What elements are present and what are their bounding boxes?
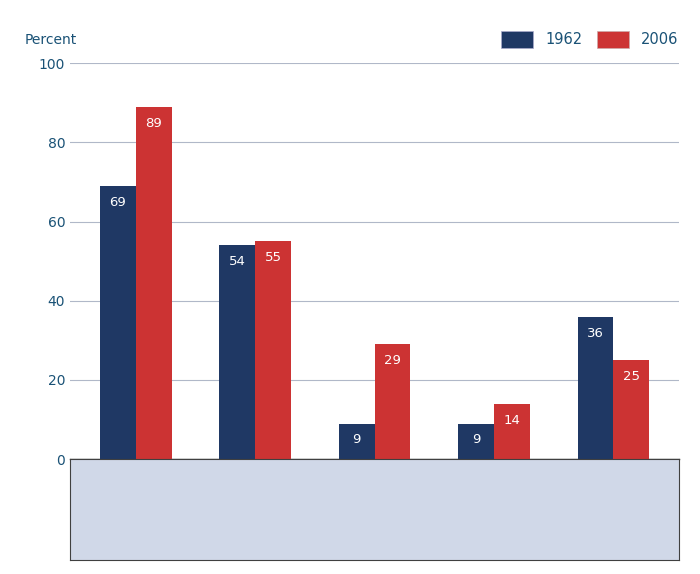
Text: 14: 14 [503, 414, 520, 426]
Legend: 1962, 2006: 1962, 2006 [501, 31, 678, 48]
Bar [374, 344, 410, 459]
Text: 69: 69 [109, 196, 126, 209]
Bar [578, 317, 613, 459]
Text: 9: 9 [352, 433, 361, 447]
Bar [100, 186, 136, 459]
Bar [458, 424, 494, 459]
Bar [136, 107, 172, 459]
Text: 89: 89 [145, 117, 162, 130]
Bar [494, 404, 530, 459]
Bar [255, 241, 291, 459]
Text: Percent: Percent [25, 33, 76, 47]
Bar [219, 245, 255, 459]
Bar [613, 360, 649, 459]
Text: 25: 25 [623, 370, 640, 383]
Text: 29: 29 [384, 354, 401, 367]
Bar [339, 424, 375, 459]
Text: 36: 36 [587, 327, 604, 339]
Text: 9: 9 [472, 433, 480, 447]
Text: 54: 54 [229, 255, 246, 268]
Text: 55: 55 [265, 251, 281, 264]
